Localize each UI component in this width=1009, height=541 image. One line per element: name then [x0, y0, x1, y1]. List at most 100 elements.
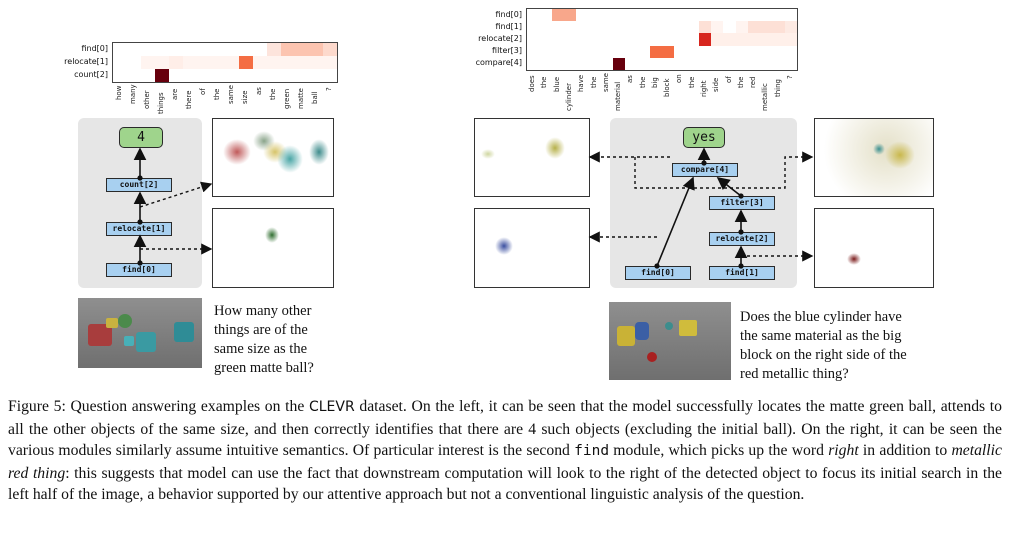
question-line: things are of the [214, 322, 308, 338]
heatmap-cell [309, 43, 323, 56]
heatmap-cell [576, 45, 589, 58]
heatmap-cell [141, 69, 155, 82]
heatmap-cell [698, 45, 712, 58]
heatmap-cell [183, 69, 197, 82]
heatmap-cell [295, 56, 309, 69]
heatmap-cell [127, 56, 141, 69]
heatmap-cell [539, 21, 552, 34]
heatmap-cell [527, 45, 540, 58]
heatmap-cell [113, 56, 127, 69]
heatmap-cell [711, 45, 724, 58]
heatmap-cell [625, 21, 638, 34]
heatmap-cell [588, 9, 601, 22]
heatmap-cell [169, 69, 183, 82]
heatmap-cell [612, 57, 626, 70]
heatmap-cell [563, 57, 577, 70]
heatmap-cell [723, 9, 736, 22]
heatmap-cell [772, 45, 785, 58]
edge-node [137, 175, 143, 181]
heatmap-cell [239, 56, 253, 69]
heatmap-cell [127, 69, 141, 82]
heatmap-cell [281, 43, 295, 56]
edge-node [654, 263, 660, 269]
heatmap-cell [600, 9, 613, 22]
heatmap-cell [735, 33, 748, 46]
heatmap-cell [686, 9, 699, 22]
caption-dataset: CLEVR [308, 399, 355, 415]
module-find: find[0] [625, 266, 691, 280]
right-attention-heatmap [526, 8, 798, 71]
heatmap-cell [637, 21, 650, 34]
heatmap-cell [674, 9, 687, 22]
heatmap-cell [661, 45, 675, 58]
heatmap-cell [698, 9, 712, 22]
heatmap-cell [309, 69, 323, 82]
heatmap-cell [323, 69, 337, 82]
question-line: Does the blue cylinder have [740, 309, 902, 325]
heatmap-cell [784, 21, 797, 34]
heatmap-cell [661, 57, 675, 70]
caption-text: Figure 5: Question answering examples on… [8, 398, 309, 415]
heatmap-cell [127, 43, 141, 56]
edge-node [137, 219, 143, 225]
heatmap-cell [784, 45, 797, 58]
heatmap-cell [539, 45, 552, 58]
heatmap-cell [772, 21, 785, 34]
heatmap-cell [576, 9, 589, 22]
heatmap-cell [600, 21, 613, 34]
edge [634, 151, 814, 189]
heatmap-cell [563, 9, 577, 22]
heatmap-cell [612, 45, 626, 58]
question-line: red metallic thing? [740, 366, 849, 382]
heatmap-cell [563, 21, 577, 34]
caption-text: in addition to [858, 442, 952, 459]
heatmap-cell [735, 45, 748, 58]
row-label: compare[4] [475, 58, 522, 67]
heatmap-cell [760, 9, 773, 22]
heatmap-cell [253, 43, 267, 56]
heatmap-cell [747, 33, 761, 46]
heatmap-cell [155, 69, 169, 82]
heatmap-cell [747, 45, 761, 58]
row-label: find[1] [495, 22, 522, 31]
heatmap-cell [760, 57, 773, 70]
heatmap-cell [211, 56, 225, 69]
right-question: Does the blue cylinder have the same mat… [740, 308, 932, 384]
heatmap-cell [527, 33, 540, 46]
heatmap-cell [698, 33, 712, 46]
heatmap-cell [784, 57, 797, 70]
heatmap-cell [197, 43, 211, 56]
heatmap-cell [625, 57, 638, 70]
heatmap-cell [527, 9, 540, 22]
heatmap-cell [113, 43, 127, 56]
heatmap-cell [612, 33, 626, 46]
heatmap-cell [711, 21, 724, 34]
module-connections [133, 147, 814, 269]
heatmap-cell [625, 45, 638, 58]
heatmap-cell [295, 43, 309, 56]
heatmap-cell [225, 43, 239, 56]
heatmap-cell [563, 33, 577, 46]
edge-node [738, 229, 744, 235]
question-line: green matte ball? [214, 360, 314, 376]
heatmap-cell [784, 33, 797, 46]
left-heatmap-row-labels: find[0] relocate[1] count[2] [40, 44, 108, 82]
answer-box: yes [683, 127, 725, 148]
heatmap-cell [747, 21, 761, 34]
heatmap-cell [281, 69, 295, 82]
heatmap-cell [686, 57, 699, 70]
heatmap-cell [625, 9, 638, 22]
heatmap-cell [539, 33, 552, 46]
heatmap-cell [141, 43, 155, 56]
heatmap-cell [527, 57, 540, 70]
heatmap-cell [551, 33, 564, 46]
heatmap-cell [661, 9, 675, 22]
heatmap-cell [309, 56, 323, 69]
heatmap-cell [674, 21, 687, 34]
heatmap-cell [637, 45, 650, 58]
heatmap-cell [183, 56, 197, 69]
heatmap-cell [637, 57, 650, 70]
heatmap-cell [169, 56, 183, 69]
heatmap-cell [155, 43, 169, 56]
heatmap-cell [588, 33, 601, 46]
